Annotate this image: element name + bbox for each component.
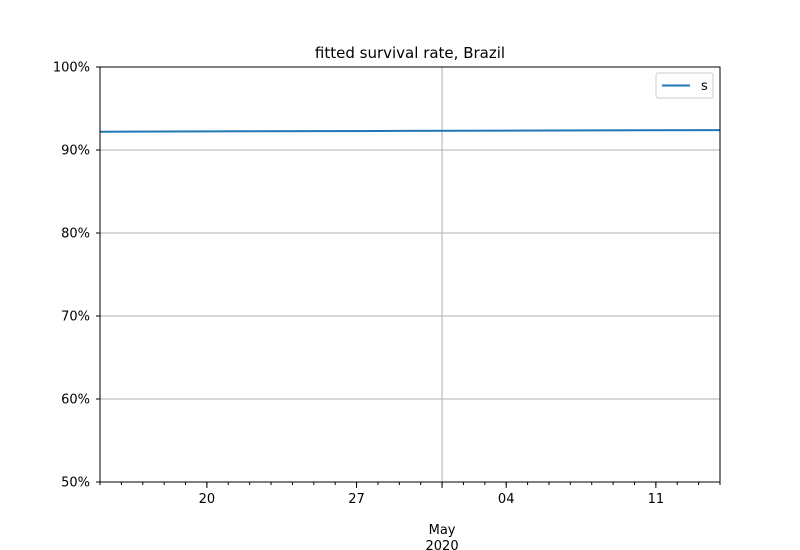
- y-axis: 50% 60% 70% 80% 90% 100%: [53, 61, 100, 491]
- y-tick-label: 50%: [61, 476, 90, 491]
- plot-frame: [99, 66, 721, 483]
- series-line-s: [99, 129, 721, 133]
- grid: [100, 66, 720, 483]
- series-layer: [99, 129, 721, 133]
- y-tick-label: 100%: [53, 61, 90, 76]
- y-tick-label: 80%: [61, 227, 90, 242]
- y-tick-label: 60%: [61, 393, 90, 408]
- x-month-label: May: [429, 523, 456, 538]
- x-tick-label: 04: [498, 492, 515, 507]
- x-tick-label: 20: [199, 492, 216, 507]
- chart-title: fitted survival rate, Brazil: [315, 44, 505, 62]
- x-year-label: 2020: [426, 539, 459, 550]
- legend-label: s: [701, 79, 708, 94]
- legend: s: [655, 72, 714, 99]
- y-tick-label: 70%: [61, 310, 90, 325]
- x-tick-label: 27: [348, 492, 365, 507]
- y-tick-label: 90%: [61, 144, 90, 159]
- x-tick-label: 11: [648, 492, 665, 507]
